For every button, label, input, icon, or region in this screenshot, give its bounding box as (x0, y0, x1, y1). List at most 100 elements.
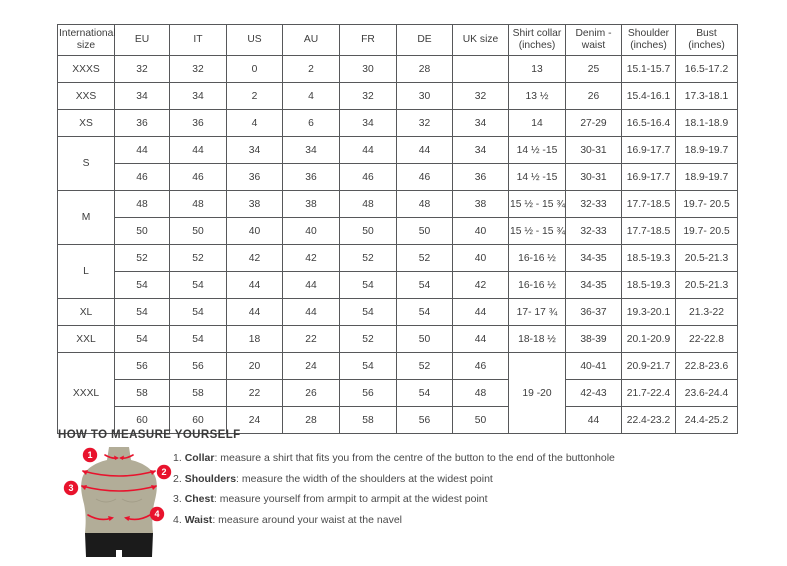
column-header: FR (339, 24, 397, 56)
table-cell: 15 ½ - 15 ¾ (508, 190, 566, 218)
table-cell: 44 (282, 298, 340, 326)
table-cell: 19.7- 20.5 (675, 190, 738, 218)
table-cell: 18.9-19.7 (675, 163, 738, 191)
table-cell: 32 (452, 82, 509, 110)
table-row: 58 58 22 26 56 54 48 42-43 21.7-22.4 23.6-24.4 (58, 379, 738, 407)
table-cell: 24 (226, 406, 283, 434)
table-cell: 16.9-17.7 (621, 136, 676, 164)
table-cell: 32 (339, 82, 397, 110)
table-cell: 6 (282, 109, 340, 137)
step-text: : measure the width of the shoulders at … (236, 472, 493, 485)
table-cell: 58 (339, 406, 397, 434)
table-cell: 28 (282, 406, 340, 434)
table-cell: 54 (169, 325, 227, 353)
table-cell: 32 (114, 55, 170, 83)
table-row: XXS 34 34 2 4 32 30 32 13 ½ 26 15.4-16.1 17.3-18.1 (57, 82, 738, 110)
table-cell: 52 (339, 244, 397, 272)
table-cell: 17.7-18.5 (621, 190, 676, 218)
table-cell: 56 (396, 406, 453, 434)
table-cell: XXS (57, 82, 115, 110)
table-cell: XXL (57, 325, 115, 353)
table-cell: 40 (282, 217, 340, 245)
table-row: XXXL 56 56 20 24 54 52 46 19 -20 40-41 20.9-21.7 22… (57, 352, 738, 434)
table-cell: 34 (452, 136, 509, 164)
step-text: : measure around your waist at the navel (212, 513, 402, 526)
table-cell: 17.3-18.1 (675, 82, 738, 110)
table-cell: 24 (282, 352, 340, 380)
table-cell: S (57, 136, 115, 191)
table-cell: 54 (169, 271, 227, 299)
column-header: Shirt collar (inches) (508, 24, 566, 56)
table-cell: 40 (226, 217, 283, 245)
table-cell: 30 (339, 55, 397, 83)
table-cell: 42-43 (565, 379, 622, 407)
step-number: 3. (173, 493, 185, 505)
table-row: XS 36 36 4 6 34 32 34 14 27-29 16.5-16.4 18.1-18.9 (57, 109, 738, 137)
table-cell: 34 (452, 109, 509, 137)
table-cell: 34 (169, 82, 227, 110)
table-cell: 52 (339, 325, 397, 353)
mannequin-torso-shape (81, 447, 157, 557)
column-header: International size (57, 24, 116, 56)
table-cell: 42 (452, 271, 509, 299)
table-cell: 19.7- 20.5 (675, 217, 738, 245)
table-cell: 44 (226, 271, 283, 299)
table-cell: 26 (565, 82, 622, 110)
table-cell: 44 (452, 325, 509, 353)
table-cell: 48 (396, 190, 453, 218)
table-cell: 38 (226, 190, 283, 218)
table-cell: 18.9-19.7 (675, 136, 738, 164)
table-cell: 44 (339, 136, 397, 164)
table-cell: 34-35 (565, 271, 622, 299)
table-cell: 48 (339, 190, 397, 218)
table-cell: 4 (226, 109, 283, 137)
table-cell: 50 (396, 325, 453, 353)
table-cell: 34 (226, 136, 283, 164)
table-cell: 15 ½ - 15 ¾ (508, 217, 566, 245)
table-row: 54 54 44 44 54 54 42 16-16 ½ 34-35 18.5-19.3 20.5-… (58, 271, 738, 299)
table-cell: XS (57, 109, 115, 137)
table-cell: 36-37 (565, 298, 622, 326)
table-cell: XL (57, 298, 115, 326)
table-cell: 58 (169, 379, 227, 407)
table-cell: 16.5-17.2 (675, 55, 738, 83)
table-cell: 56 (339, 379, 397, 407)
table-cell: 14 (508, 109, 566, 137)
table-cell: 17.7-18.5 (621, 217, 676, 245)
table-cell: XXXS (57, 55, 115, 83)
measure-step: 3. Chest: measure yourself from armpit t… (173, 493, 733, 505)
table-cell: 18 (226, 325, 283, 353)
table-cell: 54 (114, 325, 170, 353)
measure-step: 2. Shoulders: measure the width of the s… (173, 473, 733, 485)
table-row: S 44 44 34 34 44 44 34 14 ½ -15 30-31 16.9-17.7 18.… (57, 136, 738, 191)
table-cell: 56 (169, 352, 227, 380)
table-cell: 52 (169, 244, 227, 272)
table-cell: 15.4-16.1 (621, 82, 676, 110)
table-cell: 54 (339, 352, 397, 380)
step-label: Shoulders (184, 472, 237, 485)
step-number: 4. (173, 513, 185, 526)
marker-1-label: 1 (87, 450, 92, 460)
step-number: 1. (173, 452, 185, 464)
table-cell: 36 (114, 109, 170, 137)
column-header: US (226, 24, 283, 56)
table-cell: 18.5-19.3 (621, 271, 676, 299)
table-cell: 27-29 (565, 109, 622, 137)
table-cell: 28 (396, 55, 453, 83)
table-cell: 60 (114, 406, 170, 434)
table-cell: 50 (396, 217, 453, 245)
table-cell: 0 (226, 55, 283, 83)
marker-4: 4 (149, 506, 165, 522)
table-cell: 34 (339, 109, 397, 137)
table-cell: 32-33 (565, 190, 622, 218)
column-header: Shoulder (inches) (621, 24, 676, 56)
table-cell: 13 (508, 55, 566, 83)
table-cell: 46 (339, 163, 397, 191)
table-cell: 54 (396, 379, 453, 407)
table-cell: 30 (396, 82, 453, 110)
table-cell: 16-16 ½ (508, 271, 566, 299)
table-cell: 25 (565, 55, 622, 83)
table-cell: 30-31 (565, 163, 622, 191)
table-cell: 20.5-21.3 (675, 271, 738, 299)
